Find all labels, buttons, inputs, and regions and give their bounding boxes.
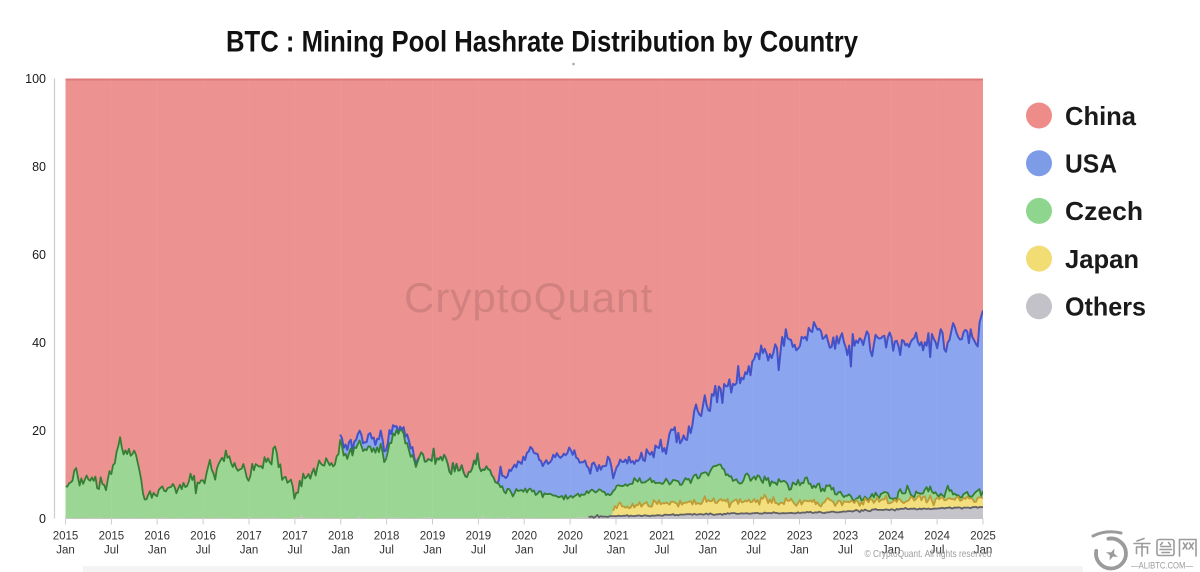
svg-text:Jul: Jul (379, 545, 394, 557)
svg-text:2015: 2015 (53, 531, 79, 543)
svg-text:2016: 2016 (144, 531, 170, 543)
svg-text:2022: 2022 (741, 531, 767, 543)
svg-text:2024: 2024 (924, 531, 950, 543)
svg-text:2015: 2015 (99, 531, 125, 543)
svg-text:Jan: Jan (515, 545, 534, 557)
svg-text:China: China (1065, 101, 1137, 131)
svg-text:0: 0 (39, 512, 46, 526)
svg-text:2019: 2019 (420, 531, 446, 543)
svg-text:Jan: Jan (423, 545, 442, 557)
svg-text:2018: 2018 (328, 531, 354, 543)
svg-text:Jan: Jan (240, 545, 259, 557)
svg-text:40: 40 (32, 336, 46, 350)
svg-text:2020: 2020 (511, 531, 537, 543)
svg-text:2017: 2017 (282, 531, 308, 543)
svg-text:Jul: Jul (838, 545, 853, 557)
svg-text:Others: Others (1065, 292, 1146, 322)
svg-text:Jan: Jan (148, 545, 167, 557)
svg-text:Japan: Japan (1065, 244, 1139, 274)
svg-text:Jan: Jan (974, 545, 993, 557)
svg-text:2022: 2022 (695, 531, 721, 543)
svg-text:2021: 2021 (649, 531, 675, 543)
svg-text:Jul: Jul (471, 545, 486, 557)
svg-text:2024: 2024 (878, 531, 904, 543)
svg-text:2025: 2025 (970, 531, 996, 543)
svg-text:Jan: Jan (607, 545, 626, 557)
svg-text:Jul: Jul (930, 545, 945, 557)
svg-text:USA: USA (1065, 149, 1117, 179)
svg-text:2019: 2019 (466, 531, 492, 543)
svg-text:Jul: Jul (655, 545, 670, 557)
svg-text:20: 20 (32, 424, 46, 438)
svg-text:2016: 2016 (190, 531, 216, 543)
svg-text:2021: 2021 (603, 531, 629, 543)
svg-text:Jan: Jan (332, 545, 351, 557)
svg-text:2017: 2017 (236, 531, 262, 543)
svg-text:Jul: Jul (746, 545, 761, 557)
svg-text:2020: 2020 (557, 531, 583, 543)
svg-text:Jul: Jul (563, 545, 578, 557)
svg-text:Jul: Jul (196, 545, 211, 557)
svg-text:2018: 2018 (374, 531, 400, 543)
svg-text:100: 100 (25, 72, 46, 86)
svg-text:Jan: Jan (790, 545, 809, 557)
svg-text:Jul: Jul (288, 545, 303, 557)
svg-text:Jul: Jul (104, 545, 119, 557)
svg-text:Jan: Jan (882, 545, 901, 557)
svg-text:Czech: Czech (1065, 196, 1143, 226)
svg-text:2023: 2023 (833, 531, 859, 543)
svg-text:© CryptoQuant. All rights rese: © CryptoQuant. All rights reserved (865, 548, 992, 560)
svg-text:Jan: Jan (56, 545, 75, 557)
svg-text:80: 80 (32, 160, 46, 174)
svg-text:BTC : Mining Pool Hashrate Dis: BTC : Mining Pool Hashrate Distribution … (226, 26, 858, 59)
svg-text:60: 60 (32, 248, 46, 262)
svg-text:—ALIBTC.COM—: —ALIBTC.COM— (1131, 561, 1193, 572)
svg-text:CryptoQuant: CryptoQuant (404, 274, 653, 321)
svg-text:2023: 2023 (787, 531, 813, 543)
svg-text:Jan: Jan (699, 545, 718, 557)
